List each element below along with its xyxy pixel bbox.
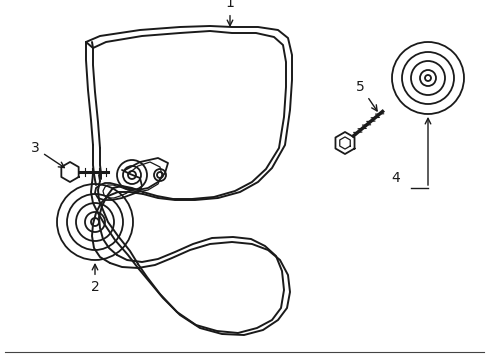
- Text: 5: 5: [355, 80, 376, 111]
- Text: 1: 1: [225, 0, 234, 26]
- Text: 2: 2: [90, 264, 99, 294]
- Text: 4: 4: [391, 171, 400, 185]
- Text: 3: 3: [31, 141, 64, 168]
